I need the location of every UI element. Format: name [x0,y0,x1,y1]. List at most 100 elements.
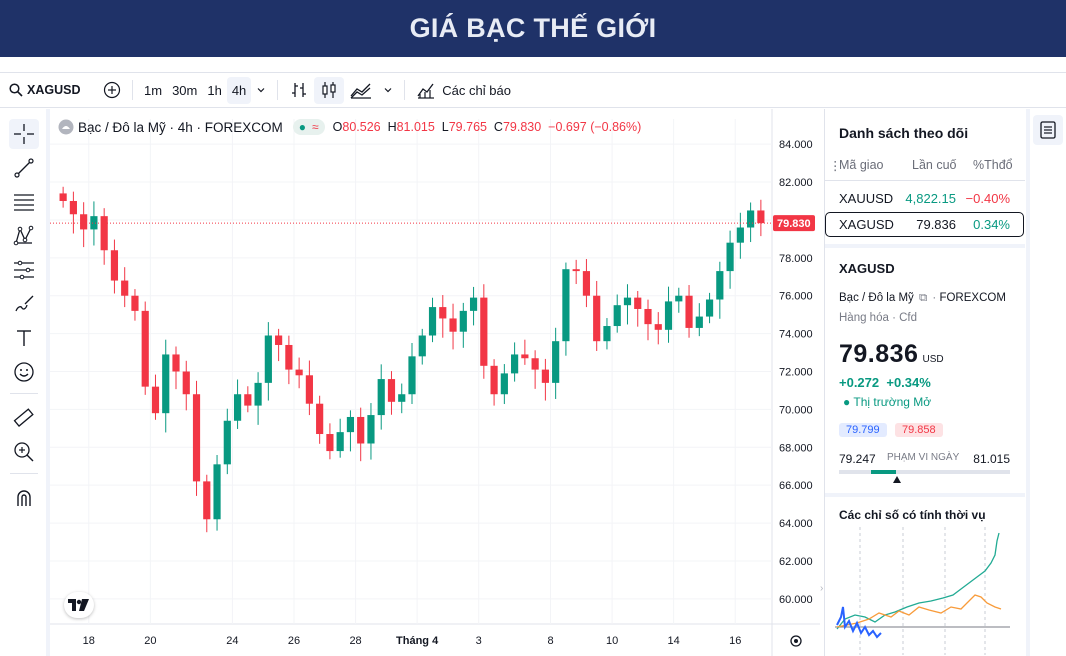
open-value: 80.526 [342,120,381,134]
detail-price: 79.836 [839,340,919,368]
y-tick-label: 70.000 [779,404,813,416]
candle-body [131,295,139,311]
detail-description: Bạc / Đô la Mỹ ⧉ · FOREXCOM [839,292,1006,304]
watchlist-toggle[interactable] [1033,115,1063,145]
price-chart[interactable]: 84.00082.00080.00078.00076.00074.00072.0… [50,109,820,656]
watchlist-row-selected[interactable]: XAGUSD 79.836 0.34% [825,212,1024,237]
candle-body [69,200,77,215]
last-price-badge [773,215,815,232]
range-high: 81.015 [973,452,1010,466]
candle-body [285,344,293,370]
detail-name[interactable]: Bạc / Đô la Mỹ [839,292,914,304]
candle-body [613,305,621,327]
divider [404,80,406,100]
interval-1m[interactable]: 1m [139,77,167,104]
candle-body [377,379,385,416]
detail-symbol[interactable]: XAGUSD [839,261,895,276]
indicators-button[interactable]: Các chỉ báo [411,77,516,104]
trend-line-icon [14,158,34,178]
axis-settings-icon[interactable] [790,635,802,647]
y-tick-label: 76.000 [779,291,813,303]
candle-body [449,318,457,332]
magnet-tool[interactable] [9,483,39,513]
x-tick-label: Tháng 4 [396,635,439,647]
tradingview-logo[interactable] [64,592,94,618]
x-tick-label: 10 [606,635,618,647]
candle-body [357,416,365,444]
market-status[interactable]: ● Thị trường Mở [843,395,931,409]
interval-label: 4h [231,82,247,98]
candle-body [121,280,129,296]
col-symbol[interactable]: Mã giao [839,158,884,172]
candle-body [408,356,416,395]
candle-body [736,227,744,243]
zoom-tool[interactable] [9,437,39,467]
collapse-legend-icon[interactable] [58,119,74,135]
detail-currency: USD [922,354,944,365]
candle-body [511,354,519,374]
delayed-icon: ≈ [312,120,319,134]
candle-body [254,382,262,406]
projection-tool[interactable] [9,255,39,285]
interval-30m[interactable]: 30m [167,77,202,104]
candles-icon [322,82,336,98]
trend-line-tool[interactable] [9,153,39,183]
text-tool[interactable] [9,323,39,353]
day-range-fill [871,470,896,474]
ohlc-values: O80.526 H81.015 L79.765 C79.830 −0.697 (… [333,120,642,134]
pattern-tool[interactable] [9,221,39,251]
interval-4h[interactable]: 4h [226,76,252,104]
seasonals-chart[interactable] [835,527,1015,655]
candle-body [593,295,601,342]
candles-style-button[interactable] [314,76,345,104]
detail-change-abs: +0.272 [839,375,880,390]
axis-settings-icon-center [794,639,798,643]
col-change[interactable]: %Thđổ [973,158,1013,172]
candle-body [623,297,632,306]
detail-exchange: FOREXCOM [939,292,1006,304]
chart-type-dropdown[interactable] [378,77,398,104]
candle-body [582,271,591,296]
row-last: 4,822.15 [905,190,956,206]
emoji-tool[interactable] [9,357,39,387]
candle-body [418,335,426,357]
external-link-icon[interactable]: ⧉ [918,292,928,304]
range-low: 79.247 [839,452,876,466]
smiley-icon [14,362,34,382]
drawing-toolbar [0,109,50,656]
watchlist-row[interactable]: XAUUSD 4,822.15 −0.40% [825,185,1024,211]
watchlist-icon [1040,121,1056,139]
candle-body [644,308,652,325]
symbol-description[interactable]: Bạc / Đô la Mỹ · 4h · FOREXCOM [78,119,283,135]
fib-tool[interactable] [9,187,39,217]
panel-collapse-handle[interactable]: › [820,583,824,594]
candle-body [634,297,642,309]
interval-dropdown[interactable] [251,77,271,104]
measure-tool[interactable] [9,403,39,433]
market-status-pill[interactable]: ● ≈ [292,119,325,135]
candle-body [654,324,662,330]
crosshair-tool[interactable] [9,119,39,149]
text-icon [17,330,31,346]
y-tick-label: 64.000 [779,518,813,530]
candle-body [428,307,437,336]
bars-style-button[interactable] [284,77,314,104]
x-tick-label: 24 [226,635,238,647]
x-tick-label: 28 [349,635,361,647]
column-menu-icon[interactable]: ⋮ [829,159,842,173]
candlestick-chart[interactable]: 84.00082.00080.00078.00076.00074.00072.0… [50,109,820,656]
range-label: PHẠM VI NGÀY [887,452,960,463]
candle-body [603,326,611,342]
symbol-search[interactable]: XAGUSD [4,77,96,104]
col-last[interactable]: Lần cuố [912,158,957,172]
candle-body [141,310,149,387]
compare-button[interactable] [98,77,126,104]
change-value: −0.697 (−0.86%) [548,120,642,134]
candle-body [726,242,734,272]
divider [10,393,38,394]
candle-body [716,271,724,300]
brush-tool[interactable] [9,289,39,319]
seasonals-title[interactable]: Các chỉ số có tính thời vụ [839,508,986,522]
interval-1h[interactable]: 1h [202,77,226,104]
area-style-button[interactable] [344,77,378,104]
